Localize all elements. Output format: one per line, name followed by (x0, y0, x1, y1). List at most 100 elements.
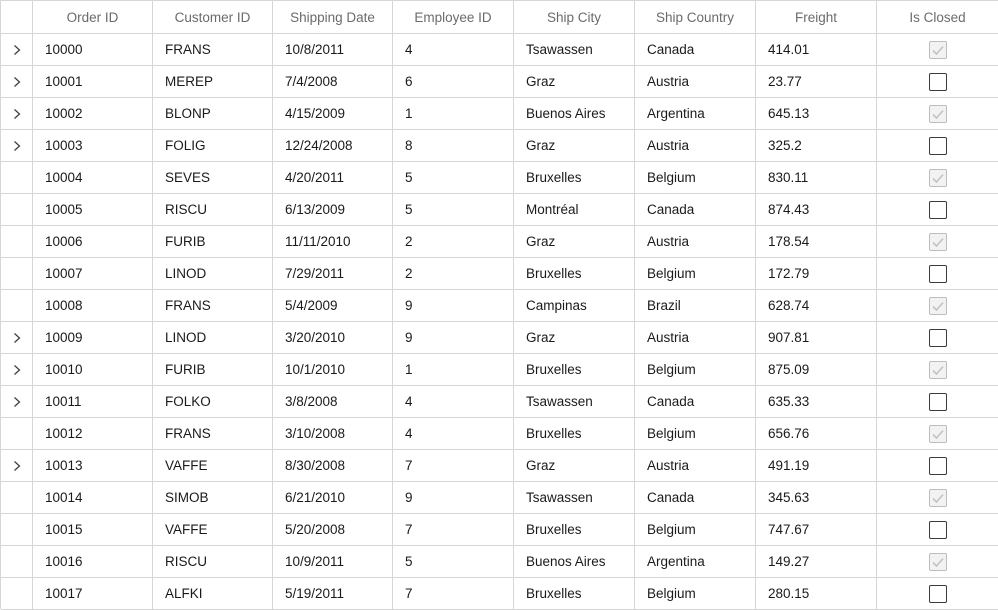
employee-id-cell[interactable]: 5 (393, 546, 514, 577)
ship-city-cell[interactable]: Graz (514, 450, 635, 481)
ship-city-cell[interactable]: Graz (514, 66, 635, 97)
customer-id-cell[interactable]: RISCU (153, 194, 273, 225)
column-header-is-closed[interactable]: Is Closed (909, 9, 966, 25)
shipping-date-cell[interactable]: 11/11/2010 (273, 226, 393, 257)
freight-cell[interactable]: 656.76 (756, 418, 877, 449)
ship-city-cell[interactable]: Graz (514, 226, 635, 257)
employee-id-cell[interactable]: 8 (393, 130, 514, 161)
employee-id-cell[interactable]: 4 (393, 34, 514, 65)
ship-city-cell[interactable]: Tsawassen (514, 482, 635, 513)
shipping-date-cell[interactable]: 8/30/2008 (273, 450, 393, 481)
customer-id-cell[interactable]: FURIB (153, 354, 273, 385)
employee-id-cell[interactable]: 4 (393, 386, 514, 417)
freight-cell[interactable]: 345.63 (756, 482, 877, 513)
ship-country-cell[interactable]: Belgium (635, 162, 756, 193)
ship-city-cell[interactable]: Montréal (514, 194, 635, 225)
ship-country-cell[interactable]: Brazil (635, 290, 756, 321)
customer-id-cell[interactable]: MEREP (153, 66, 273, 97)
shipping-date-cell[interactable]: 7/4/2008 (273, 66, 393, 97)
shipping-date-cell[interactable]: 4/20/2011 (273, 162, 393, 193)
order-id-cell[interactable]: 10016 (33, 546, 153, 577)
column-header-ship-city[interactable]: Ship City (514, 1, 635, 33)
shipping-date-cell[interactable]: 3/8/2008 (273, 386, 393, 417)
order-id-cell[interactable]: 10005 (33, 194, 153, 225)
order-id-cell[interactable]: 10015 (33, 514, 153, 545)
ship-country-cell[interactable]: Canada (635, 194, 756, 225)
is-closed-checkbox[interactable] (928, 200, 947, 219)
shipping-date-cell[interactable]: 3/10/2008 (273, 418, 393, 449)
ship-city-cell[interactable]: Buenos Aires (514, 546, 635, 577)
column-header-shipping-date[interactable]: Shipping Date (273, 1, 393, 33)
chevron-right-icon[interactable] (9, 42, 25, 58)
order-id-cell[interactable]: 10009 (33, 322, 153, 353)
employee-id-cell[interactable]: 9 (393, 290, 514, 321)
freight-cell[interactable]: 280.15 (756, 578, 877, 609)
is-closed-checkbox[interactable] (928, 104, 947, 123)
ship-city-cell[interactable]: Graz (514, 322, 635, 353)
customer-id-cell[interactable]: LINOD (153, 322, 273, 353)
customer-id-cell[interactable]: FRANS (153, 34, 273, 65)
shipping-date-cell[interactable]: 10/8/2011 (273, 34, 393, 65)
table-row[interactable]: 10010 FURIB 10/1/2010 1 Bruxelles Belgiu… (1, 354, 998, 386)
shipping-date-cell[interactable]: 12/24/2008 (273, 130, 393, 161)
is-closed-checkbox[interactable] (928, 488, 947, 507)
order-id-cell[interactable]: 10011 (33, 386, 153, 417)
customer-id-cell[interactable]: FOLIG (153, 130, 273, 161)
employee-id-cell[interactable]: 7 (393, 450, 514, 481)
is-closed-checkbox[interactable] (928, 360, 947, 379)
ship-country-cell[interactable]: Austria (635, 66, 756, 97)
employee-id-cell[interactable]: 2 (393, 226, 514, 257)
ship-country-cell[interactable]: Canada (635, 386, 756, 417)
customer-id-cell[interactable]: RISCU (153, 546, 273, 577)
order-id-cell[interactable]: 10017 (33, 578, 153, 609)
shipping-date-cell[interactable]: 7/29/2011 (273, 258, 393, 289)
table-row[interactable]: 10008 FRANS 5/4/2009 9 Campinas Brazil 6… (1, 290, 998, 322)
order-id-cell[interactable]: 10000 (33, 34, 153, 65)
chevron-right-icon[interactable] (9, 362, 25, 378)
shipping-date-cell[interactable]: 10/1/2010 (273, 354, 393, 385)
customer-id-cell[interactable]: VAFFE (153, 450, 273, 481)
freight-cell[interactable]: 874.43 (756, 194, 877, 225)
table-row[interactable]: 10012 FRANS 3/10/2008 4 Bruxelles Belgiu… (1, 418, 998, 450)
table-row[interactable]: 10011 FOLKO 3/8/2008 4 Tsawassen Canada … (1, 386, 998, 418)
table-row[interactable]: 10000 FRANS 10/8/2011 4 Tsawassen Canada… (1, 34, 998, 66)
chevron-right-icon[interactable] (9, 394, 25, 410)
is-closed-checkbox[interactable] (928, 72, 947, 91)
order-id-cell[interactable]: 10007 (33, 258, 153, 289)
order-id-cell[interactable]: 10002 (33, 98, 153, 129)
ship-country-cell[interactable]: Belgium (635, 418, 756, 449)
column-header-customer-id[interactable]: Customer ID (153, 1, 273, 33)
ship-city-cell[interactable]: Bruxelles (514, 418, 635, 449)
table-row[interactable]: 10003 FOLIG 12/24/2008 8 Graz Austria 32… (1, 130, 998, 162)
ship-country-cell[interactable]: Argentina (635, 98, 756, 129)
ship-country-cell[interactable]: Argentina (635, 546, 756, 577)
is-closed-checkbox[interactable] (928, 168, 947, 187)
ship-country-cell[interactable]: Canada (635, 482, 756, 513)
customer-id-cell[interactable]: LINOD (153, 258, 273, 289)
order-id-cell[interactable]: 10012 (33, 418, 153, 449)
is-closed-checkbox[interactable] (928, 296, 947, 315)
is-closed-checkbox[interactable] (928, 424, 947, 443)
is-closed-checkbox[interactable] (928, 232, 947, 251)
freight-cell[interactable]: 178.54 (756, 226, 877, 257)
ship-city-cell[interactable]: Buenos Aires (514, 98, 635, 129)
ship-country-cell[interactable]: Canada (635, 34, 756, 65)
order-id-cell[interactable]: 10008 (33, 290, 153, 321)
ship-city-cell[interactable]: Tsawassen (514, 386, 635, 417)
employee-id-cell[interactable]: 7 (393, 514, 514, 545)
freight-cell[interactable]: 491.19 (756, 450, 877, 481)
freight-cell[interactable]: 149.27 (756, 546, 877, 577)
ship-city-cell[interactable]: Bruxelles (514, 578, 635, 609)
employee-id-cell[interactable]: 5 (393, 194, 514, 225)
column-header-freight[interactable]: Freight (756, 1, 877, 33)
customer-id-cell[interactable]: FURIB (153, 226, 273, 257)
table-row[interactable]: 10013 VAFFE 8/30/2008 7 Graz Austria 491… (1, 450, 998, 482)
table-row[interactable]: 10009 LINOD 3/20/2010 9 Graz Austria 907… (1, 322, 998, 354)
ship-country-cell[interactable]: Belgium (635, 258, 756, 289)
employee-id-cell[interactable]: 9 (393, 482, 514, 513)
freight-cell[interactable]: 830.11 (756, 162, 877, 193)
table-row[interactable]: 10017 ALFKI 5/19/2011 7 Bruxelles Belgiu… (1, 578, 998, 610)
ship-city-cell[interactable]: Bruxelles (514, 162, 635, 193)
customer-id-cell[interactable]: FRANS (153, 418, 273, 449)
chevron-right-icon[interactable] (9, 106, 25, 122)
